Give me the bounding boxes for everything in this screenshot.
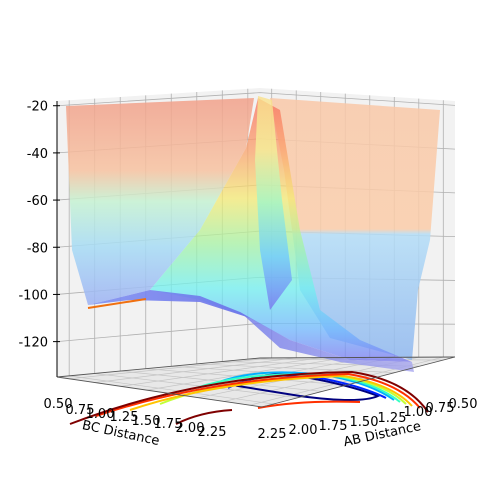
x-tick-label: 1.75: [319, 419, 348, 434]
tick-labels: -20-40-60-80-100-1200.500.751.001.251.50…: [18, 100, 477, 442]
x-tick-label: 0.75: [426, 401, 455, 416]
floor-gridline: [69, 375, 274, 405]
contour-line: [175, 409, 233, 425]
contour-line: [69, 370, 429, 425]
x-tick-label: 1.25: [378, 411, 407, 426]
z-tick-label: -60: [27, 194, 48, 209]
y-tick-label: 2.25: [198, 425, 227, 440]
axis-line: [261, 356, 456, 408]
contour-line: [257, 400, 361, 409]
contour-line: [95, 372, 421, 417]
axis-lines: [56, 101, 456, 408]
floor-gridline: [196, 363, 395, 373]
y-tick-label: 1.00: [86, 407, 115, 422]
contour-line: [129, 374, 413, 411]
floor-gridline: [146, 357, 346, 391]
y-tick-label: 0.75: [66, 403, 95, 418]
minimum-energy-path: [87, 298, 147, 309]
x-tick-label: 0.50: [449, 397, 478, 412]
contour-projection: [69, 370, 429, 425]
x-tick-label: 1.00: [404, 405, 433, 420]
y-tick-label: 2.00: [176, 421, 205, 436]
x-tick-label: 1.50: [350, 415, 379, 430]
surface-saddle-ridge: [255, 96, 292, 310]
y-tick-label: 0.50: [44, 397, 73, 412]
y-tick-label: 1.25: [110, 410, 139, 425]
energy-surface: [66, 96, 440, 372]
axis-line: [259, 356, 456, 359]
surface-floor-right: [240, 312, 414, 372]
axis-line: [56, 357, 261, 378]
z-gridline: [56, 92, 456, 107]
floor-gridline: [120, 357, 321, 387]
z-tick-label: -40: [27, 147, 48, 162]
x-tick-label: 2.25: [258, 427, 287, 442]
axis-line: [56, 376, 263, 408]
z-tick-label: -80: [27, 241, 48, 256]
y-tick-label: 1.75: [154, 417, 183, 432]
z-tick-label: -100: [18, 288, 48, 303]
surface-floor-left: [88, 290, 250, 318]
y-tick-label: 1.50: [132, 414, 161, 429]
floor-gridline: [69, 357, 272, 380]
floor-gridline: [95, 357, 297, 383]
surface-left-wall: [66, 98, 254, 305]
x-tick-label: 2.00: [289, 423, 318, 438]
z-tick-label: -20: [27, 100, 48, 115]
floor-gridline: [94, 373, 298, 399]
z-tick-label: -120: [18, 336, 48, 351]
